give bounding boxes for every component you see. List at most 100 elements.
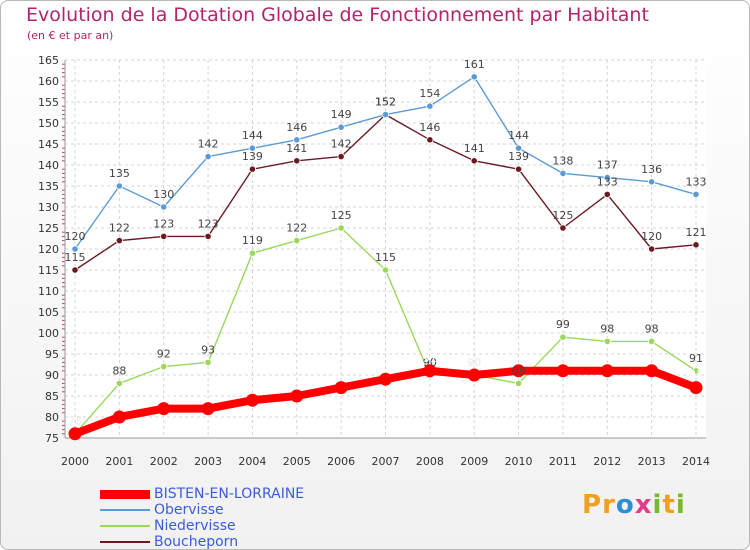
- data-point-boucheporn: [470, 157, 478, 165]
- data-point-obervisse: [692, 190, 700, 198]
- data-label-boucheporn: 123: [153, 217, 174, 230]
- data-point-bisten-en-lorraine: [600, 364, 614, 378]
- data-point-boucheporn: [204, 232, 212, 240]
- data-label-obervisse: 135: [109, 167, 130, 180]
- data-label-obervisse: 133: [686, 175, 707, 188]
- data-label-niedervisse: 115: [375, 251, 396, 264]
- data-point-boucheporn: [71, 266, 79, 274]
- data-point-bisten-en-lorraine: [68, 427, 82, 441]
- x-tick-label: 2010: [505, 455, 533, 468]
- data-label-boucheporn: 121: [686, 226, 707, 239]
- x-tick-label: 2011: [549, 455, 577, 468]
- data-label-niedervisse: 88: [112, 364, 126, 377]
- data-label-obervisse: 138: [552, 154, 573, 167]
- data-label-niedervisse: 125: [331, 209, 352, 222]
- data-point-niedervisse: [337, 224, 345, 232]
- chart-title: Evolution de la Dotation Globale de Fonc…: [26, 4, 649, 26]
- data-label-obervisse: 130: [153, 188, 174, 201]
- data-label-boucheporn: 139: [242, 150, 263, 163]
- data-label-obervisse: 142: [198, 138, 219, 151]
- data-label-obervisse: 149: [331, 108, 352, 121]
- data-label-bisten-en-lorraine: 91: [645, 352, 659, 365]
- data-label-boucheporn: 123: [198, 217, 219, 230]
- data-label-boucheporn: 125: [552, 209, 573, 222]
- legend-label-boucheporn: Boucheporn: [154, 534, 239, 550]
- data-point-bisten-en-lorraine: [467, 368, 481, 382]
- data-label-obervisse: 120: [65, 230, 86, 243]
- data-point-obervisse: [337, 123, 345, 131]
- data-point-obervisse: [293, 136, 301, 144]
- legend-swatch-boucheporn: [100, 541, 150, 543]
- x-tick-label: 2001: [105, 455, 133, 468]
- data-label-bisten-en-lorraine: 91: [423, 352, 437, 365]
- data-point-niedervisse: [115, 379, 123, 387]
- y-tick-label: 150: [38, 117, 59, 130]
- data-point-niedervisse: [603, 337, 611, 345]
- data-point-bisten-en-lorraine: [290, 389, 304, 403]
- data-label-obervisse: 137: [597, 159, 618, 172]
- data-label-obervisse: 136: [641, 163, 662, 176]
- data-point-bisten-en-lorraine: [423, 364, 437, 378]
- data-point-obervisse: [160, 203, 168, 211]
- legend-swatch-obervisse: [100, 509, 150, 511]
- x-tick-label: 2004: [238, 455, 266, 468]
- data-point-niedervisse: [381, 266, 390, 274]
- data-point-niedervisse: [692, 367, 700, 375]
- legend-swatch-bisten: [100, 490, 150, 499]
- data-label-bisten-en-lorraine: 87: [689, 369, 703, 382]
- data-point-obervisse: [470, 73, 478, 81]
- data-point-obervisse: [648, 178, 656, 186]
- data-label-boucheporn: 139: [508, 150, 529, 163]
- data-label-niedervisse: 98: [600, 322, 614, 335]
- data-point-boucheporn: [337, 153, 345, 161]
- data-point-boucheporn: [603, 190, 611, 198]
- data-label-boucheporn: 120: [641, 230, 662, 243]
- data-label-obervisse: 144: [508, 129, 529, 142]
- data-label-bisten-en-lorraine: 87: [334, 369, 348, 382]
- y-tick-label: 130: [38, 201, 59, 214]
- x-tick-label: 2003: [194, 455, 222, 468]
- data-point-boucheporn: [648, 245, 656, 253]
- y-tick-label: 115: [38, 264, 59, 277]
- data-label-boucheporn: 115: [65, 251, 86, 264]
- y-tick-label: 110: [38, 285, 59, 298]
- y-tick-label: 125: [38, 222, 59, 235]
- y-tick-label: 160: [38, 75, 59, 88]
- y-tick-label: 75: [45, 432, 59, 445]
- data-label-bisten-en-lorraine: 80: [112, 398, 126, 411]
- x-tick-label: 2002: [150, 455, 178, 468]
- data-point-bisten-en-lorraine: [379, 372, 392, 386]
- data-label-bisten-en-lorraine: 85: [290, 377, 304, 390]
- data-point-bisten-en-lorraine: [689, 381, 703, 395]
- y-tick-label: 80: [45, 411, 59, 424]
- data-point-niedervisse: [648, 337, 656, 345]
- y-tick-label: 145: [38, 138, 59, 151]
- data-label-bisten-en-lorraine: 82: [201, 390, 215, 403]
- data-label-obervisse: 144: [242, 129, 263, 142]
- data-label-niedervisse: 119: [242, 234, 263, 247]
- data-point-boucheporn: [160, 232, 168, 240]
- data-label-bisten-en-lorraine: 76: [68, 415, 82, 428]
- data-label-niedervisse: 98: [645, 322, 659, 335]
- data-label-niedervisse: 99: [556, 318, 570, 331]
- data-point-boucheporn: [514, 165, 523, 173]
- x-tick-label: 2009: [460, 455, 488, 468]
- x-tick-label: 2014: [682, 455, 710, 468]
- data-point-niedervisse: [293, 237, 301, 245]
- data-label-niedervisse: 93: [201, 343, 215, 356]
- data-label-niedervisse: 92: [157, 348, 171, 361]
- data-point-bisten-en-lorraine: [112, 410, 126, 424]
- data-point-boucheporn: [559, 224, 567, 232]
- data-point-bisten-en-lorraine: [512, 364, 526, 378]
- data-point-niedervisse: [204, 358, 212, 366]
- x-tick-label: 2008: [416, 455, 444, 468]
- data-point-bisten-en-lorraine: [334, 381, 348, 395]
- y-tick-label: 90: [45, 369, 59, 382]
- data-point-niedervisse: [248, 249, 257, 257]
- data-label-boucheporn: 141: [286, 142, 307, 155]
- data-label-obervisse: 161: [464, 58, 485, 71]
- data-label-bisten-en-lorraine: 89: [379, 360, 393, 373]
- legend-label-bisten: BISTEN-EN-LORRAINE: [154, 486, 305, 502]
- data-label-boucheporn: 141: [464, 142, 485, 155]
- x-tick-label: 2012: [593, 455, 621, 468]
